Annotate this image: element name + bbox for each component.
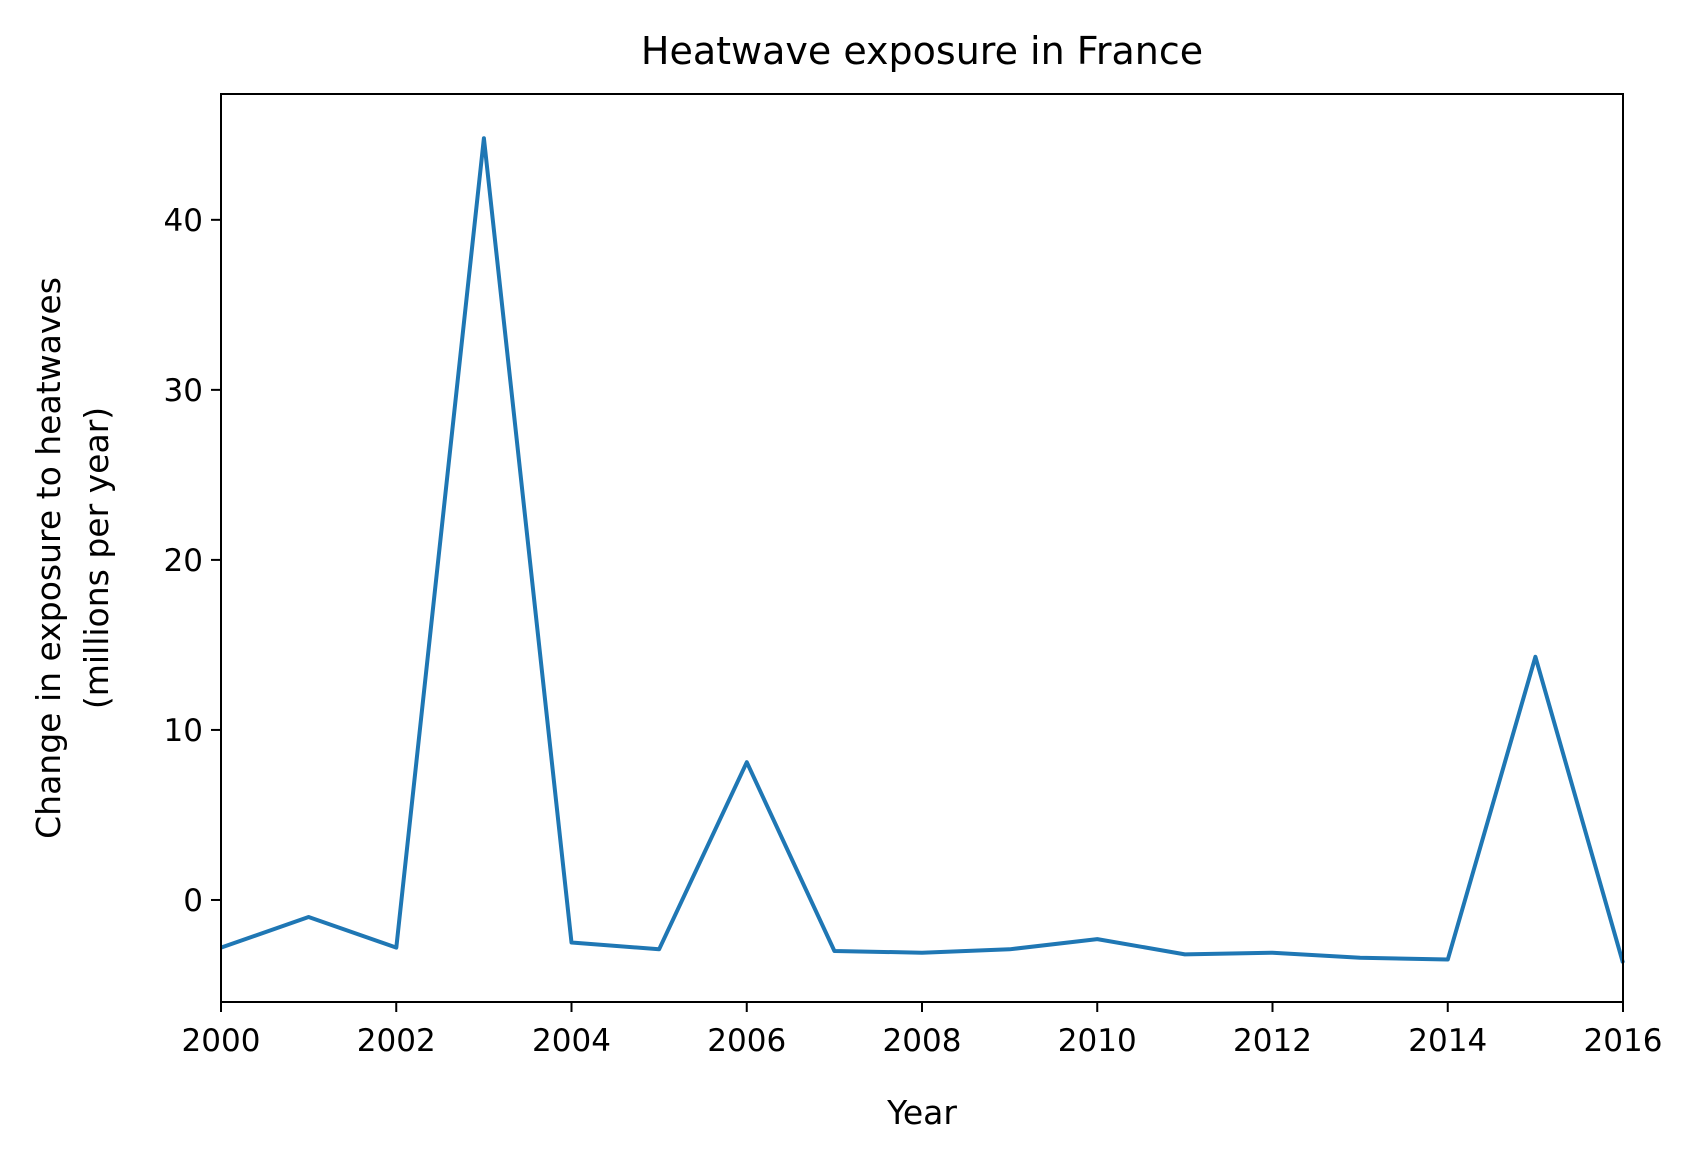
y-tick-label: 0	[183, 883, 203, 919]
y-tick-label: 40	[164, 203, 203, 239]
series-line	[220, 136, 1625, 964]
chart-title: Heatwave exposure in France	[641, 29, 1203, 73]
x-tick-label: 2000	[182, 1023, 261, 1059]
x-tick-label: 2010	[1058, 1023, 1137, 1059]
x-tick-label: 2008	[883, 1023, 962, 1059]
y-axis-ticks: 0 10 20 30 40	[164, 203, 221, 919]
y-axis-label-units: (millions per year)	[77, 407, 116, 709]
x-tick-label: 2006	[707, 1023, 786, 1059]
y-tick-label: 10	[164, 713, 203, 749]
plot-frame	[220, 93, 1624, 1003]
x-tick-label: 2004	[532, 1023, 611, 1059]
y-tick-label: 30	[164, 373, 203, 409]
x-axis-ticks: 2000 2002 2004 2006 2008 2010 2012 2014 2016	[182, 1002, 1663, 1059]
x-tick-label: 2016	[1584, 1023, 1663, 1059]
x-tick-label: 2014	[1408, 1023, 1487, 1059]
y-axis-label: Change in exposure to heatwaves	[29, 277, 68, 839]
x-tick-label: 2012	[1233, 1023, 1312, 1059]
x-axis-label: Year	[886, 1093, 957, 1132]
y-tick-label: 20	[164, 543, 203, 579]
x-tick-label: 2002	[357, 1023, 436, 1059]
